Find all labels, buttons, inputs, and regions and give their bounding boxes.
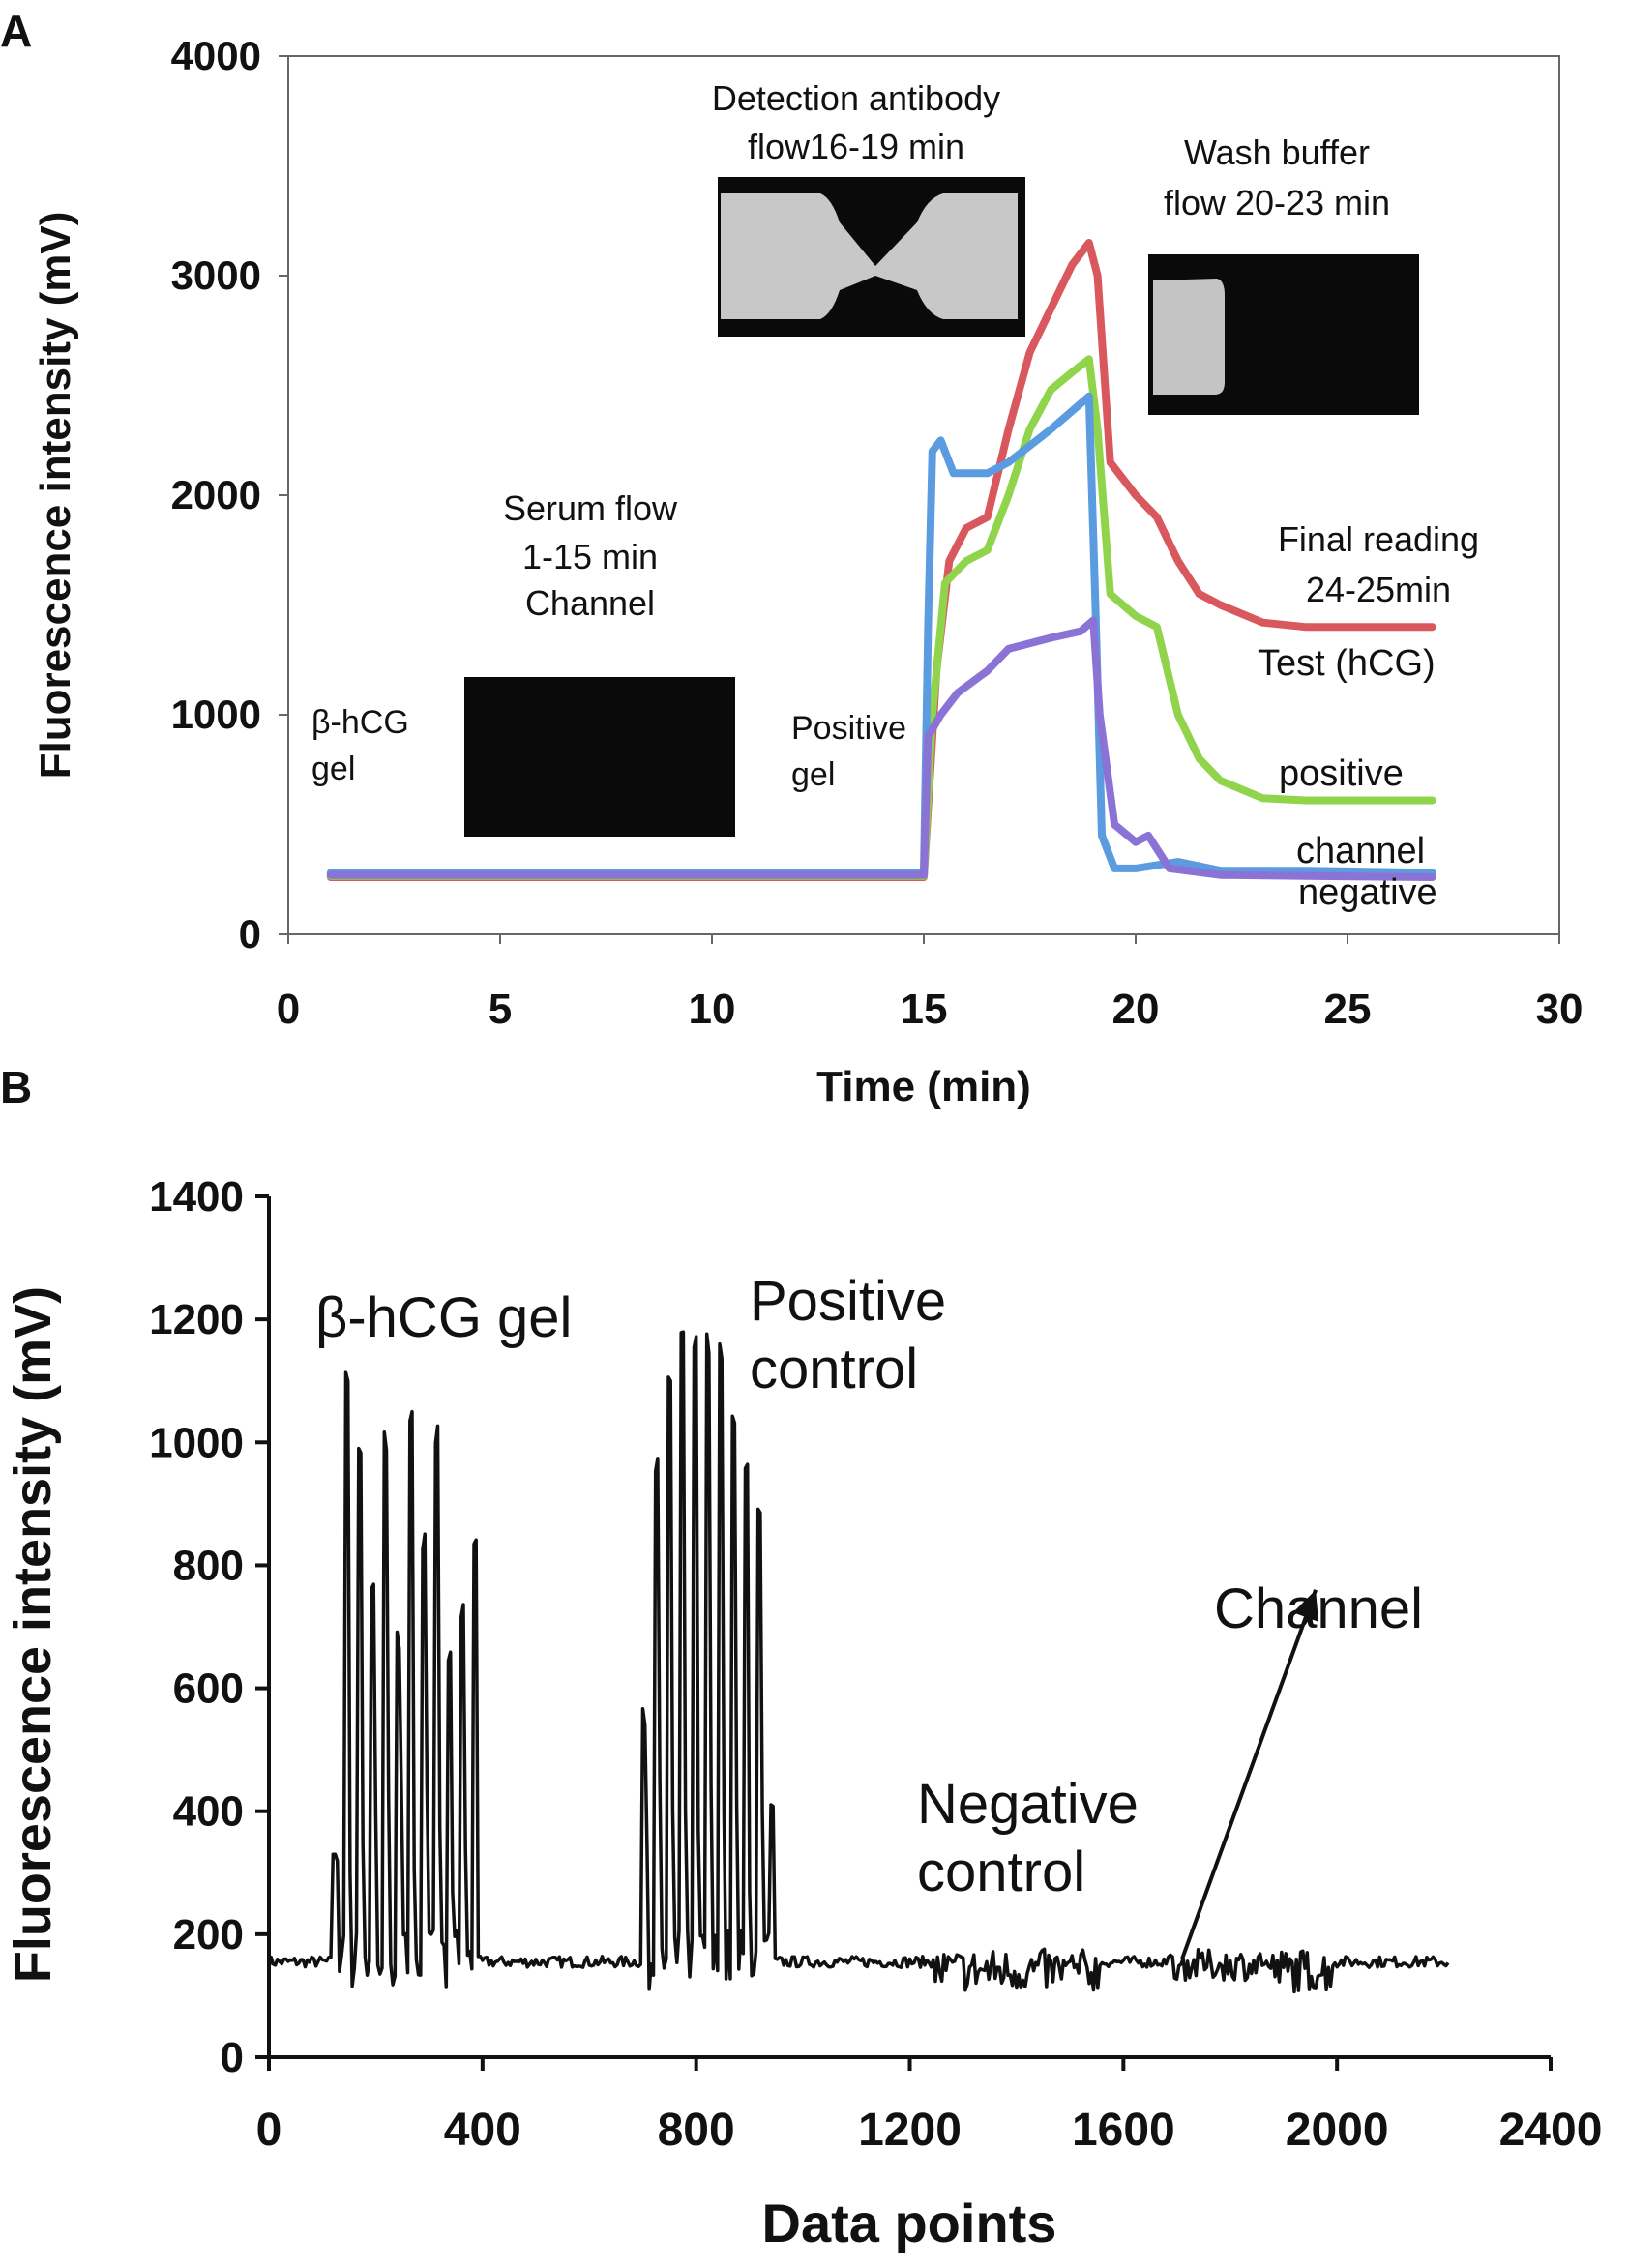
chart-b-y-label: Fluorescence intensity (mV) (4, 1286, 62, 1983)
chart-b-x-tick-label: 1600 (1072, 2105, 1175, 2156)
detection-label-1: Detection antibody (712, 78, 1000, 118)
series-line-channel (326, 392, 1436, 877)
detection-label-2: flow16-19 min (748, 127, 964, 166)
chart-b-y-tick-label: 400 (173, 1788, 244, 1836)
chart-b-x-tick-label: 2000 (1286, 2105, 1389, 2156)
chart-b-y-tick-label: 200 (173, 1911, 244, 1959)
wash-label-1: Wash buffer (1184, 133, 1370, 172)
chart-a-x-tick-label: 5 (489, 986, 512, 1033)
negative-series-label: negative (1298, 872, 1437, 913)
positive-control-label-2: control (750, 1338, 918, 1400)
chart-b-x-tick-label: 0 (256, 2105, 282, 2156)
channel-arrow-shaft (1180, 1589, 1318, 1959)
chart-a-x-ticks: 0 5 10 15 20 25 30 (277, 934, 1584, 1033)
wash-label-2: flow 20-23 min (1164, 183, 1390, 222)
chart-b-x-label: Data points (762, 2193, 1057, 2253)
positive-control-label-1: Positive (750, 1270, 946, 1333)
chart-a-y-tick-label: 3000 (171, 252, 261, 298)
test-hcg-label: Test (hCG) (1258, 643, 1436, 684)
chart-b-y-tick-label: 600 (173, 1665, 244, 1713)
channel-series-label: channel (1296, 831, 1425, 871)
chart-b-x-tick-label: 1200 (858, 2105, 962, 2156)
final-reading-label-2: 24-25min (1306, 570, 1451, 609)
serum-flow-label-3: Channel (525, 583, 655, 623)
chart-b-y-ticks: 0 200 400 600 800 1000 1200 1400 (149, 1173, 269, 2081)
chart-a-x-tick-label: 10 (689, 986, 736, 1033)
chart-b-x-ticks: 0 400 800 1200 1600 2000 2400 (256, 2057, 1603, 2156)
chart-a-x-tick-label: 30 (1536, 986, 1584, 1033)
chart-b-series (267, 1330, 1450, 1994)
chart-a: 0 1000 2000 3000 4000 0 5 10 15 20 25 30 Time (min… (32, 33, 1583, 1110)
chart-b-y-tick-label: 0 (221, 2034, 244, 2081)
chart-b-x-tick-label: 2400 (1499, 2105, 1603, 2156)
chart-b: 0 200 400 600 800 1000 1200 1400 0 400 800 1200 160… (4, 1173, 1602, 2253)
series-line-test-hcg (326, 239, 1436, 881)
negative-control-label-1: Negative (917, 1773, 1139, 1836)
series-line-positive (326, 355, 1436, 880)
chart-b-y-tick-label: 1000 (149, 1419, 244, 1466)
bhcg-gel-image (464, 677, 735, 837)
wash-buffer-image (1148, 254, 1419, 415)
positive-gel-label-1: Positive (791, 710, 906, 747)
channel-annotation: Channel (1214, 1577, 1423, 1640)
negative-control-label-2: control (917, 1841, 1085, 1903)
serum-flow-label-1: Serum flow (503, 488, 678, 528)
chart-a-x-tick-label: 15 (901, 986, 948, 1033)
chart-a-x-tick-label: 25 (1324, 986, 1372, 1033)
final-reading-label-1: Final reading (1278, 519, 1479, 559)
serum-flow-label-2: 1-15 min (522, 537, 658, 576)
chart-a-y-label: Fluorescence intensity (mV) (32, 212, 79, 780)
bhcg-gel-label-2: gel (311, 751, 355, 787)
series-line-signal (267, 1330, 1450, 1994)
panel-label-a: A (0, 6, 32, 56)
channel-arrow-head (1292, 1589, 1319, 1622)
chart-b-y-tick-label: 1400 (149, 1173, 244, 1221)
positive-gel-label-2: gel (791, 756, 835, 793)
detection-antibody-image (718, 177, 1025, 337)
channel-arrow (1180, 1589, 1319, 1959)
chart-b-x-tick-label: 800 (658, 2105, 735, 2156)
chart-a-x-tick-label: 0 (277, 986, 300, 1033)
chart-b-x-tick-label: 400 (444, 2105, 521, 2156)
chart-a-x-tick-label: 20 (1112, 986, 1160, 1033)
chart-a-y-tick-label: 4000 (171, 33, 261, 78)
positive-series-label: positive (1279, 753, 1404, 794)
chart-b-y-tick-label: 1200 (149, 1296, 244, 1343)
bhcg-gel-label-1: β-hCG (311, 704, 409, 741)
chart-a-y-tick-label: 1000 (171, 692, 261, 737)
panel-label-b: B (0, 1062, 32, 1112)
chart-b-y-tick-label: 800 (173, 1542, 244, 1589)
chart-a-series (326, 239, 1436, 881)
chart-a-x-label: Time (min) (816, 1063, 1031, 1110)
bhcg-gel-annotation: β-hCG gel (315, 1286, 572, 1349)
chart-a-y-tick-label: 2000 (171, 472, 261, 517)
chart-a-y-tick-label: 0 (239, 911, 261, 957)
series-line-negative (326, 616, 1436, 881)
chart-a-y-ticks: 0 1000 2000 3000 4000 (171, 33, 288, 957)
